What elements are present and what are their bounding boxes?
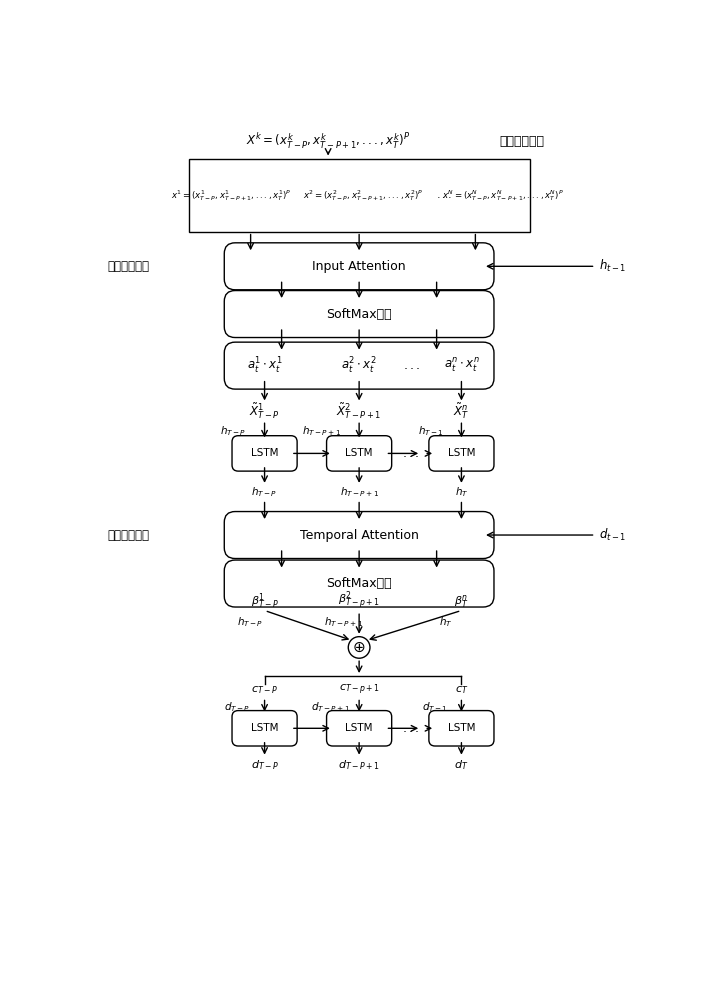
Text: $h_{T-P}$: $h_{T-P}$ (221, 424, 247, 438)
Text: LSTM: LSTM (345, 448, 373, 458)
Text: $h_{T-P+1}$: $h_{T-P+1}$ (302, 424, 341, 438)
FancyBboxPatch shape (224, 512, 494, 559)
Text: 输入时间序列: 输入时间序列 (499, 135, 544, 148)
Text: $d_T$: $d_T$ (454, 758, 469, 772)
Bar (188, 158, 529, 232)
Text: $...$: $...$ (401, 447, 419, 460)
Text: $x^N=(x^N_{T-P},x^N_{T-P+1},...,x^N_T)^P$: $x^N=(x^N_{T-P},x^N_{T-P+1},...,x^N_T)^P… (441, 188, 563, 203)
Text: $\tilde{X}^2_{T-P+1}$: $\tilde{X}^2_{T-P+1}$ (337, 401, 382, 421)
FancyBboxPatch shape (224, 291, 494, 338)
FancyBboxPatch shape (224, 560, 494, 607)
Text: Temporal Attention: Temporal Attention (299, 529, 418, 542)
Text: $h_T$: $h_T$ (455, 485, 468, 499)
FancyBboxPatch shape (429, 436, 494, 471)
Text: $h_{T-P}$: $h_{T-P}$ (238, 615, 264, 629)
Text: $...$: $...$ (403, 359, 420, 372)
Text: LSTM: LSTM (251, 723, 278, 733)
Text: $a^2_t \cdot x^2_t$: $a^2_t \cdot x^2_t$ (342, 356, 377, 376)
Text: $h_{t-1}$: $h_{t-1}$ (600, 258, 626, 274)
Text: $a^1_t \cdot x^1_t$: $a^1_t \cdot x^1_t$ (247, 356, 283, 376)
Text: $x^1=(x^1_{T-P},x^1_{T-P+1},...,x^1_T)^P$: $x^1=(x^1_{T-P},x^1_{T-P+1},...,x^1_T)^P… (171, 188, 292, 203)
Text: $d_{T-P+1}$: $d_{T-P+1}$ (338, 758, 380, 772)
Text: LSTM: LSTM (251, 448, 278, 458)
Text: $h_{T-P}$: $h_{T-P}$ (252, 485, 278, 499)
Text: $c_T$: $c_T$ (455, 684, 468, 696)
Text: LSTM: LSTM (448, 723, 475, 733)
Text: $\beta^1_{T-P}$: $\beta^1_{T-P}$ (250, 591, 278, 611)
Text: $\beta^n_T$: $\beta^n_T$ (454, 593, 469, 610)
Text: $\tilde{X}^1_{T-P}$: $\tilde{X}^1_{T-P}$ (249, 401, 280, 421)
FancyBboxPatch shape (224, 342, 494, 389)
Text: LSTM: LSTM (448, 448, 475, 458)
Text: $d_{T-P+1}$: $d_{T-P+1}$ (311, 701, 350, 714)
FancyBboxPatch shape (224, 243, 494, 290)
Text: $...$: $...$ (437, 190, 452, 200)
Text: SoftMax函数: SoftMax函数 (326, 308, 392, 321)
Text: $\tilde{X}^n_{T}$: $\tilde{X}^n_{T}$ (453, 401, 470, 421)
FancyBboxPatch shape (429, 711, 494, 746)
Text: $X^k=(x^k_{T-P},x^k_{T-P+1},...,x^k_T)^P$: $X^k=(x^k_{T-P},x^k_{T-P+1},...,x^k_T)^P… (246, 132, 410, 151)
Text: $\oplus$: $\oplus$ (352, 640, 366, 655)
Text: $...$: $...$ (401, 722, 419, 735)
FancyBboxPatch shape (232, 711, 297, 746)
FancyBboxPatch shape (327, 436, 392, 471)
Text: $d_{T-P}$: $d_{T-P}$ (250, 758, 278, 772)
Text: 时间注意力层: 时间注意力层 (107, 529, 149, 542)
Text: $c_{T-p+1}$: $c_{T-p+1}$ (339, 683, 380, 697)
Text: SoftMax函数: SoftMax函数 (326, 577, 392, 590)
Text: 输入注意力层: 输入注意力层 (107, 260, 149, 273)
Text: $h_T$: $h_T$ (439, 615, 453, 629)
Text: $\beta^2_{T-p+1}$: $\beta^2_{T-p+1}$ (338, 590, 380, 612)
Text: $d_{T-1}$: $d_{T-1}$ (422, 701, 448, 714)
Text: $h_{T-1}$: $h_{T-1}$ (418, 424, 444, 438)
Text: $x^2=(x^2_{T-P},x^2_{T-P+1},...,x^2_T)^P$: $x^2=(x^2_{T-P},x^2_{T-P+1},...,x^2_T)^P… (303, 188, 423, 203)
Text: $h_{T-P+1}$: $h_{T-P+1}$ (324, 615, 363, 629)
Text: LSTM: LSTM (345, 723, 373, 733)
Text: $h_{T-P+1}$: $h_{T-P+1}$ (340, 485, 379, 499)
FancyBboxPatch shape (327, 711, 392, 746)
Text: $d_{T-P}$: $d_{T-P}$ (224, 701, 250, 714)
FancyBboxPatch shape (232, 436, 297, 471)
Text: Input Attention: Input Attention (312, 260, 406, 273)
Text: $a^n_t \cdot x^n_t$: $a^n_t \cdot x^n_t$ (444, 357, 479, 374)
Text: $d_{t-1}$: $d_{t-1}$ (600, 527, 626, 543)
Text: $c_{T-P}$: $c_{T-P}$ (251, 684, 278, 696)
